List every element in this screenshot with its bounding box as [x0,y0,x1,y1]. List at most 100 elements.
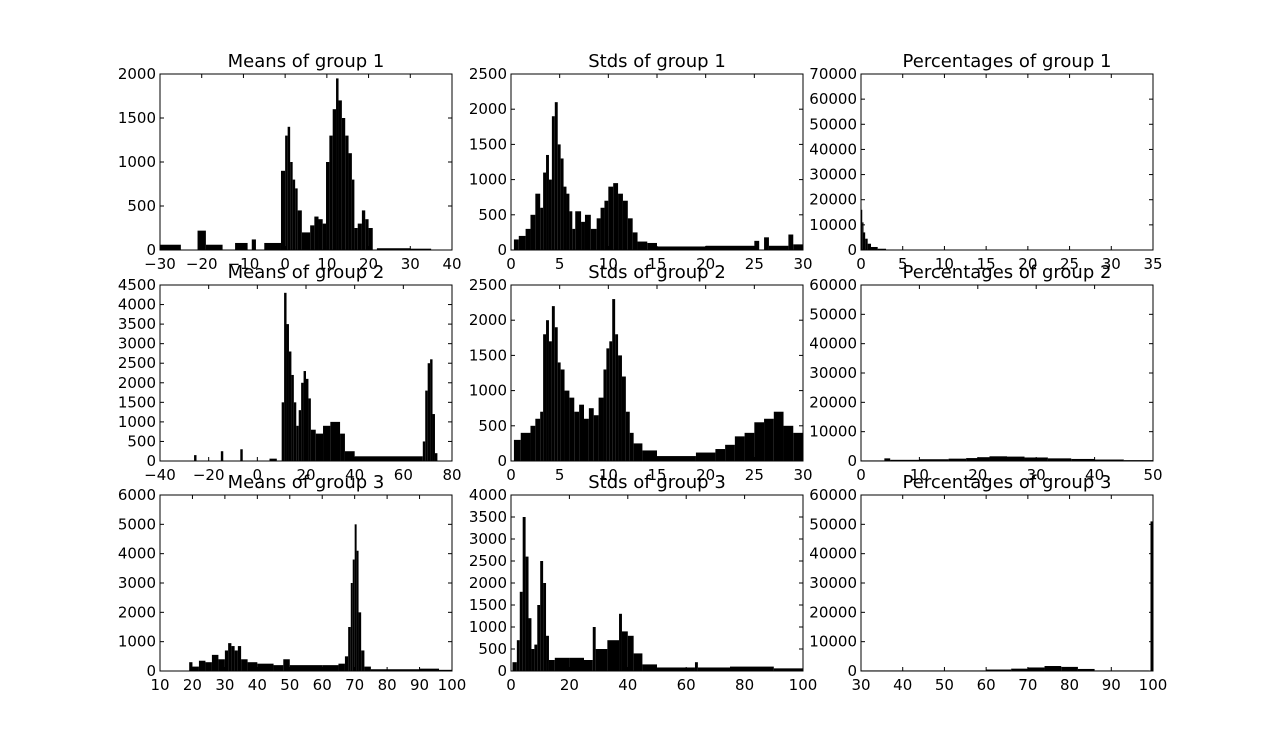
histogram-bar [657,667,695,671]
x-tick-label: 10 [910,466,929,484]
histogram-bar [189,662,193,671]
x-tick-label: 60 [394,466,413,484]
x-tick-label: 100 [789,676,818,694]
histogram-bar [1150,521,1153,671]
y-tick-label: 3500 [118,315,156,333]
histogram-bar [205,662,212,671]
x-tick-label: 5 [898,255,908,273]
y-tick-label: 10000 [809,633,857,651]
histogram-bar [773,411,784,461]
y-tick-label: 1500 [118,109,156,127]
histogram-bar [627,635,634,671]
histogram-bar [618,193,623,250]
y-tick-label: 40000 [809,335,857,353]
y-tick-label: 1000 [118,413,156,431]
plot-frame [860,494,1154,672]
histogram-bar [633,443,643,461]
y-tick-label: 6000 [118,486,156,504]
x-tick-label: 15 [647,466,666,484]
bar-series [194,292,438,461]
histogram-bar [621,376,626,461]
histogram-bar [288,351,292,461]
x-tick-label: 0 [856,466,866,484]
histogram-bar [1077,668,1095,671]
x-tick-label: 100 [438,676,467,694]
x-tick-label: 90 [1102,676,1121,694]
histogram-bar [285,135,288,250]
x-tick-label: 0 [506,255,516,273]
histogram-bar [338,100,342,251]
histogram-bar [432,414,435,461]
y-tick-label: 0 [847,241,857,259]
histogram-bar [525,556,529,671]
x-tick-label: 80 [1060,676,1079,694]
histogram-bar [633,653,643,671]
histogram-bar [607,640,620,671]
histogram-bar [871,246,878,250]
histogram-bar [322,223,327,250]
histogram-bar [621,631,628,671]
histogram-bar [228,643,232,671]
histogram-bar [551,306,555,461]
histogram-bar [560,369,565,461]
histogram-bar [341,118,346,250]
histogram-bar [657,246,706,250]
histogram-bar [287,126,291,250]
histogram-bar [522,517,526,671]
histogram-bar [619,613,622,671]
histogram-bar [160,244,181,250]
y-tick-label: 60000 [809,90,857,108]
histogram-bar [410,248,432,250]
histogram-bar [365,219,369,250]
x-tick-label: 5 [555,255,565,273]
histogram-bar [528,618,532,671]
histogram-bar [519,591,523,671]
x-tick-label: 70 [345,676,364,694]
x-tick-label: 40 [893,676,912,694]
x-tick-label: −20 [193,466,225,484]
y-tick-label: 2500 [469,276,507,294]
histogram-bar [977,457,990,461]
y-tick-label: 20000 [809,603,857,621]
histogram-bar [588,408,594,461]
y-tick-label: 50000 [809,305,857,323]
y-tick-label: 60000 [809,486,857,504]
y-tick-label: 500 [478,206,507,224]
histogram-bar [425,390,428,461]
histogram-bar [618,355,622,461]
histogram-bar [323,425,331,461]
histogram-bar [884,458,891,461]
x-tick-label: 0 [856,255,866,273]
x-tick-label: 30 [1027,466,1046,484]
histogram-bar [315,433,324,461]
x-tick-label: 35 [1143,255,1162,273]
histogram-bar [512,662,517,671]
histogram-bar [890,459,920,461]
y-tick-label: 50000 [809,515,857,533]
histogram-bar [198,660,206,671]
subplot: 30 40 50 60 70 80 90 100 0 10000 20000 30000 40000 50… [809,472,1167,694]
x-tick-label: 60 [977,676,996,694]
histogram-bar [569,657,584,671]
x-tick-label: 30 [793,255,812,273]
bar-series [512,517,803,671]
x-tick-label: 30 [1102,255,1121,273]
y-tick-label: 1000 [469,171,507,189]
histogram-bar [546,154,549,250]
histogram-bar [569,211,573,250]
x-tick-label: 20 [696,255,715,273]
x-tick-label: 40 [345,466,364,484]
histogram-bar [293,402,297,461]
histogram-bar [513,239,519,250]
x-tick-label: 60 [677,676,696,694]
histogram-bar [754,240,760,250]
y-tick-label: 0 [497,241,507,259]
x-tick-label: −40 [144,466,176,484]
histogram-bar [530,425,536,461]
subplot-title: Means of group 3 [228,472,385,493]
histogram-bar [518,235,526,250]
histogram-bar [615,334,619,461]
histogram-bar [948,458,967,461]
subplot-title: Stds of group 1 [588,51,726,72]
